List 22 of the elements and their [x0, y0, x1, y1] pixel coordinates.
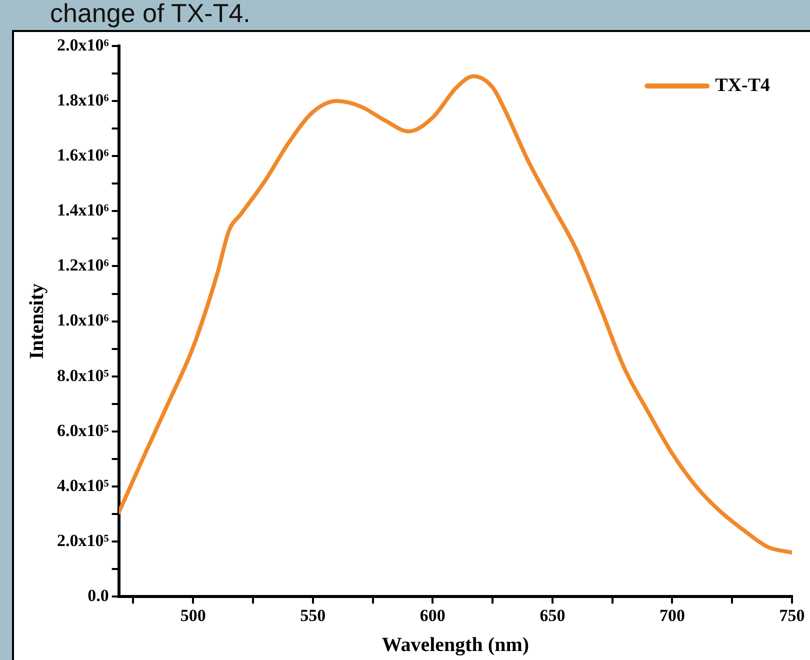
y-tick-label: 1.6x10⁶	[56, 146, 109, 165]
x-tick-label: 550	[300, 606, 326, 626]
y-tick-label: 1.2x10⁶	[56, 256, 109, 275]
x-tick-label: 650	[540, 606, 566, 626]
x-tick-label: 750	[779, 606, 805, 626]
y-tick-label: 2.0x10⁶	[56, 35, 109, 54]
x-tick-label: 600	[420, 606, 446, 626]
y-tick-label: 1.8x10⁶	[56, 90, 109, 110]
legend-label: TX-T4	[715, 74, 770, 96]
y-tick-label: 6.0x10⁵	[56, 420, 109, 440]
x-axis-title: Wavelength (nm)	[382, 634, 530, 656]
y-tick-label: 1.4x10⁶	[56, 200, 109, 220]
x-tick-label: 500	[180, 606, 206, 626]
y-tick-label: 8.0x10⁵	[56, 366, 109, 385]
line-series	[118, 74, 792, 555]
y-tick-label: 1.0x10⁶	[56, 310, 109, 330]
y-axis-title: Intensity	[26, 284, 48, 360]
x-tick-label: 700	[659, 606, 685, 626]
y-tick-label: 4.0x10⁵	[56, 476, 109, 495]
y-tick-label: 0.0	[88, 586, 109, 605]
chart-title: change of TX-T4.	[50, 0, 250, 29]
y-tick-label: 2.0x10⁵	[56, 530, 109, 550]
